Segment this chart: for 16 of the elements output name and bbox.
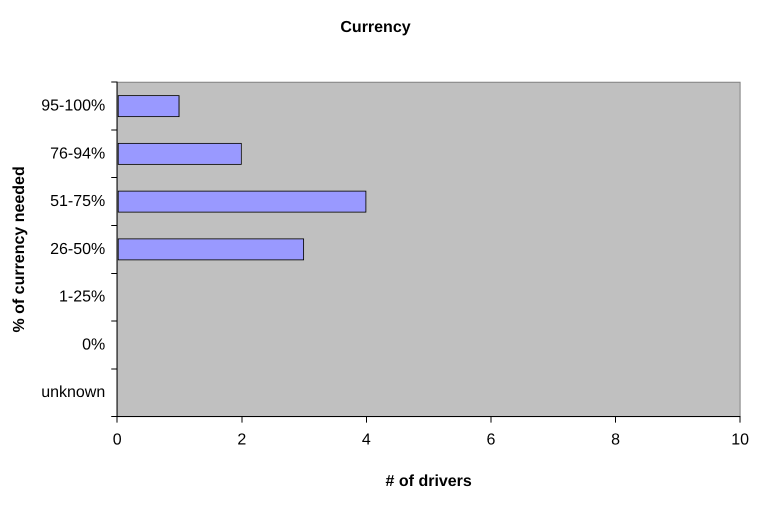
x-tick-label: 6 (486, 432, 496, 449)
x-tick-label: 10 (731, 432, 750, 449)
y-tick-label: 76-94% (50, 145, 106, 162)
x-tick-label: 2 (237, 432, 246, 449)
x-tick-label: 8 (611, 432, 620, 449)
chart-title: Currency (340, 19, 411, 36)
y-tick-label: 51-75% (50, 193, 106, 210)
x-tick-label: 0 (112, 432, 122, 449)
y-tick-label: unknown (41, 384, 106, 402)
x-axis-title: # of drivers (386, 472, 472, 490)
x-tick-label: 4 (362, 432, 371, 449)
y-axis-title: % of currency needed (11, 166, 28, 333)
y-tick-label: 1-25% (58, 288, 106, 306)
y-tick-label: 95-100% (41, 97, 106, 114)
y-tick-label: 26-50% (50, 240, 106, 258)
y-tick-label: 0% (82, 336, 106, 354)
